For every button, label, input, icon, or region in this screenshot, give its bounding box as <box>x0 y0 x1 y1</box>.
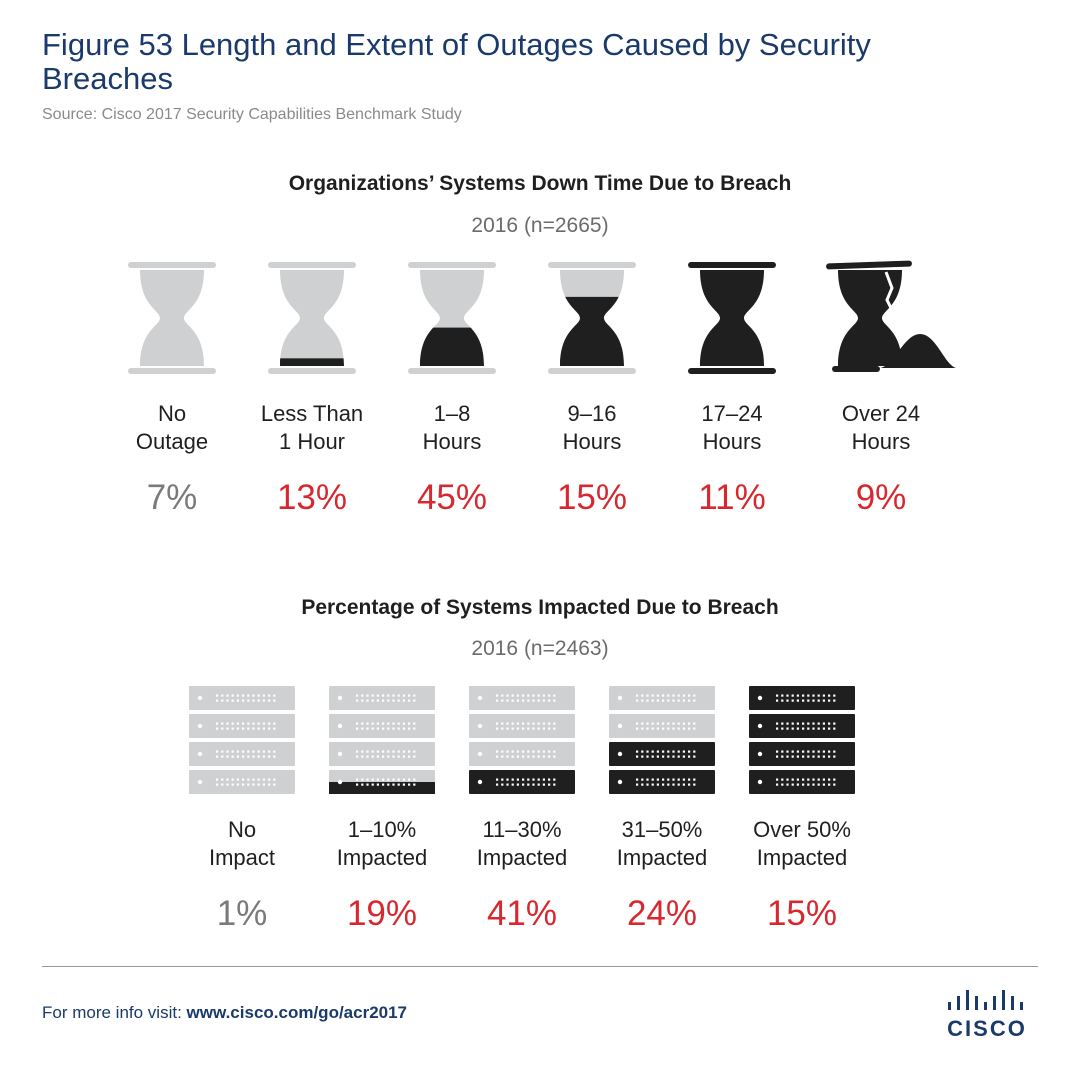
figure-source: Source: Cisco 2017 Security Capabilities… <box>42 106 462 123</box>
impact-category-label: No <box>227 817 257 842</box>
impact-category-label: Over 50% <box>753 817 851 842</box>
cisco-logo: CISCO <box>944 990 1034 1042</box>
downtime-category-label: No <box>157 401 187 426</box>
impact-category-label: Impacted <box>336 845 428 870</box>
server-unit <box>329 742 435 766</box>
impact-category-label: 11–30% <box>482 817 562 842</box>
footer-link[interactable]: www.cisco.com/go/acr2017 <box>186 1003 408 1022</box>
server-stack-icon <box>469 686 575 794</box>
downtime-category-label: Over 24 <box>841 401 921 426</box>
downtime-category-label: 1 Hour <box>278 429 346 454</box>
downtime-category-label: Hours <box>562 429 622 454</box>
downtime-percent: 11% <box>698 478 766 517</box>
downtime-category-label: 1–8 <box>433 401 471 426</box>
cisco-bars-icon <box>948 990 1023 1010</box>
impact-item: No Impact 1% <box>172 686 312 934</box>
impact-item: 1–10% Impacted 19% <box>312 686 452 934</box>
downtime-category-label: 17–24 <box>701 401 763 426</box>
server-unit <box>329 770 435 794</box>
downtime-category-label: Hours <box>422 429 482 454</box>
impact-category-label: Impacted <box>756 845 848 870</box>
downtime-item: Over 24 Hours 9% <box>820 258 960 518</box>
footer-label: For more info visit: <box>42 1003 182 1022</box>
impact-section-title: Percentage of Systems Impacted Due to Br… <box>301 596 779 619</box>
hourglass-icon <box>408 262 496 374</box>
hourglass-icon <box>268 262 356 374</box>
impact-item: Over 50% Impacted 15% <box>732 686 872 934</box>
server-unit <box>469 714 575 738</box>
server-unit <box>609 714 715 738</box>
downtime-item: No Outage 7% <box>102 258 242 518</box>
server-unit <box>189 742 295 766</box>
server-stack-icon <box>329 686 435 794</box>
server-unit <box>749 714 855 738</box>
server-stack-icon <box>609 686 715 794</box>
server-unit <box>749 686 855 710</box>
impact-percent: 15% <box>766 894 838 933</box>
downtime-percent: 7% <box>146 478 198 517</box>
server-unit <box>469 770 575 794</box>
footer-divider <box>42 966 1038 967</box>
impact-category-label: 1–10% <box>347 817 417 842</box>
downtime-category-label: 9–16 <box>567 401 617 426</box>
server-unit <box>329 686 435 710</box>
impact-category-label: Impacted <box>616 845 708 870</box>
server-stack-icon <box>189 686 295 794</box>
downtime-section-title: Organizations’ Systems Down Time Due to … <box>288 172 792 195</box>
server-unit <box>749 742 855 766</box>
impact-category-label: Impacted <box>476 845 568 870</box>
downtime-section-subtitle: 2016 (n=2665) <box>471 214 609 237</box>
hourglass-icon <box>128 262 216 374</box>
server-unit <box>469 686 575 710</box>
server-unit <box>749 770 855 794</box>
impact-category-label: Impact <box>208 845 276 870</box>
impact-percent: 41% <box>486 894 558 933</box>
impact-category-label: 31–50% <box>621 817 703 842</box>
impact-percent: 24% <box>626 894 698 933</box>
figure-title: Figure 53 Length and Extent of Outages C… <box>42 27 871 96</box>
impact-item: 31–50% Impacted 24% <box>592 686 732 934</box>
server-unit <box>609 742 715 766</box>
server-unit <box>469 742 575 766</box>
downtime-item: 9–16 Hours 15% <box>522 258 662 518</box>
hourglass-icon <box>688 262 776 374</box>
downtime-percent: 15% <box>556 478 628 517</box>
downtime-category-label: Less Than <box>260 401 364 426</box>
server-unit <box>189 714 295 738</box>
downtime-item: 17–24 Hours 11% <box>662 258 802 518</box>
downtime-item: Less Than 1 Hour 13% <box>242 258 382 518</box>
server-unit <box>189 686 295 710</box>
server-unit <box>609 770 715 794</box>
server-unit <box>329 714 435 738</box>
impact-percent: 1% <box>216 894 268 933</box>
footer-text: For more info visit: www.cisco.com/go/ac… <box>42 1003 407 1023</box>
downtime-percent: 9% <box>855 478 907 517</box>
downtime-item: 1–8 Hours 45% <box>382 258 522 518</box>
impact-item: 11–30% Impacted 41% <box>452 686 592 934</box>
downtime-category-label: Hours <box>702 429 762 454</box>
impact-percent: 19% <box>346 894 418 933</box>
downtime-percent: 45% <box>416 478 488 517</box>
cisco-logo-text: CISCO <box>947 1016 1027 1041</box>
hourglass-icon <box>548 262 636 374</box>
hourglass-icon <box>826 260 956 372</box>
impact-section-subtitle: 2016 (n=2463) <box>471 637 609 660</box>
downtime-category-label: Hours <box>851 429 911 454</box>
server-unit <box>609 686 715 710</box>
downtime-category-label: Outage <box>135 429 209 454</box>
server-stack-icon <box>749 686 855 794</box>
downtime-percent: 13% <box>276 478 348 517</box>
server-unit <box>189 770 295 794</box>
